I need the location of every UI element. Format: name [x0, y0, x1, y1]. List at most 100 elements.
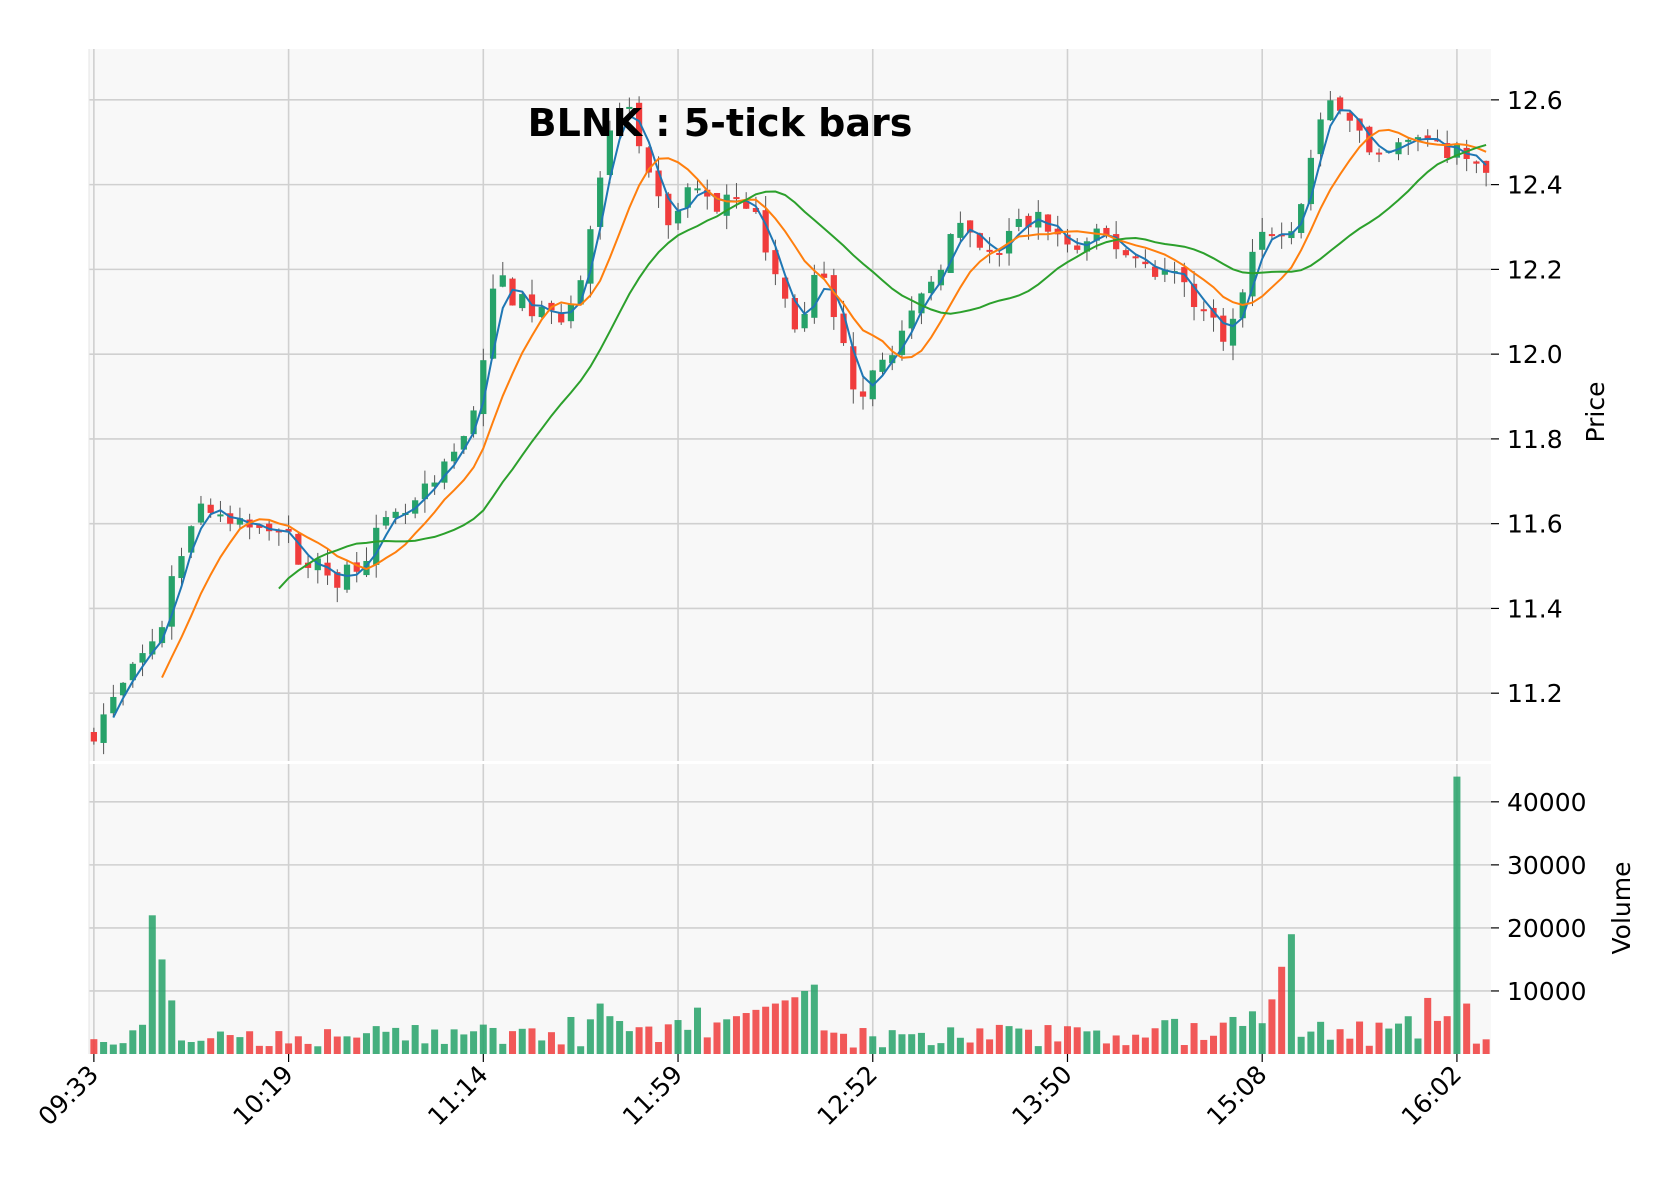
candle-body: [674, 210, 682, 224]
candle-body: [1336, 97, 1344, 111]
candle-body: [324, 562, 331, 576]
volume-bar: [177, 1040, 185, 1054]
candle-body: [1268, 234, 1276, 237]
volume-bar: [518, 1028, 526, 1054]
volume-bar: [577, 1046, 585, 1054]
volume-bar: [226, 1035, 234, 1054]
candle-body: [898, 330, 906, 356]
candle-body: [1453, 143, 1461, 158]
candle-body: [149, 641, 156, 655]
candle-body: [450, 451, 458, 462]
price-tick-label: 11.4: [1507, 594, 1563, 623]
candle-body: [791, 297, 798, 330]
candle-body: [713, 192, 721, 212]
grid: [89, 49, 1491, 1054]
volume-bar: [285, 1043, 293, 1054]
candle-body: [772, 250, 779, 275]
candle-body: [1356, 118, 1363, 131]
volume-bar: [1210, 1035, 1218, 1054]
candle-body: [1375, 152, 1383, 155]
volume-bar: [1093, 1030, 1101, 1054]
volume-bar: [1063, 1026, 1071, 1054]
volume-bar: [732, 1016, 740, 1054]
volume-bar: [1433, 1020, 1441, 1054]
candle-body: [295, 533, 302, 565]
candle-body: [733, 197, 740, 200]
volume-bar: [1054, 1041, 1062, 1054]
volume-bar: [343, 1036, 351, 1054]
candle-body: [587, 229, 594, 284]
volume-bar: [547, 1032, 555, 1054]
volume-bar: [304, 1043, 312, 1054]
candle-body: [782, 277, 789, 299]
volume-bar: [1404, 1016, 1412, 1054]
candle-body: [441, 461, 448, 483]
volume-bar: [382, 1031, 390, 1054]
volume-bar: [294, 1036, 302, 1054]
candle-body: [723, 194, 730, 216]
candle-body: [100, 714, 107, 743]
candle-body: [421, 483, 429, 500]
candle-body: [217, 514, 224, 517]
volume-bar: [1356, 1021, 1364, 1054]
volume-bar: [470, 1031, 478, 1054]
candle-body: [1074, 245, 1081, 250]
volume-bar: [528, 1028, 536, 1054]
volume-bar: [450, 1029, 458, 1054]
price-tick-label: 12.4: [1507, 171, 1563, 200]
candle-body: [811, 274, 818, 318]
volume-bar: [421, 1043, 429, 1054]
candle-body: [694, 188, 701, 191]
volume-bar: [324, 1029, 332, 1054]
candle-body: [879, 359, 886, 372]
candle-body: [1103, 227, 1110, 236]
volume-bar: [1395, 1023, 1403, 1054]
volume-bar: [440, 1043, 448, 1054]
volume-bar: [119, 1043, 127, 1054]
volume-bar: [372, 1026, 380, 1054]
moving-average-line: [161, 128, 1487, 679]
candle-body: [1161, 269, 1168, 275]
candle-body: [256, 524, 263, 528]
volume-bar: [362, 1033, 370, 1054]
volume-bar: [1472, 1043, 1480, 1054]
candle-body: [392, 511, 399, 518]
volume-bar: [246, 1031, 254, 1054]
candle-body: [684, 187, 691, 208]
candle-body: [227, 513, 234, 524]
volume-bar: [995, 1024, 1003, 1054]
volume-bar: [509, 1031, 517, 1054]
volume-bar: [100, 1042, 108, 1054]
candle-body: [840, 313, 847, 344]
volume-bar: [966, 1042, 974, 1054]
volume-tick-label: 10000: [1507, 977, 1587, 1006]
volume-bar: [859, 1028, 867, 1054]
moving-averages: [112, 109, 1487, 719]
volume-bar: [1365, 1045, 1373, 1054]
volume-bar: [1180, 1045, 1188, 1054]
volume-bar: [762, 1006, 770, 1054]
volume-bar: [1424, 997, 1432, 1054]
candle-body: [412, 500, 419, 514]
volume-bar: [1287, 934, 1295, 1054]
volume-bar: [703, 1037, 711, 1054]
volume-bar: [139, 1024, 147, 1054]
volume-bar: [460, 1034, 468, 1054]
price-tick-label: 11.2: [1507, 679, 1563, 708]
volume-bar: [625, 1031, 633, 1054]
volume-bar: [216, 1031, 224, 1054]
candle-body: [266, 523, 273, 532]
moving-average-line: [278, 143, 1487, 590]
candle-body: [197, 503, 205, 523]
volume-bar: [917, 1032, 925, 1054]
candle-body: [986, 249, 993, 252]
candle-body: [110, 696, 117, 714]
candle-body: [489, 288, 497, 359]
candle-body: [577, 280, 584, 305]
candle-body: [499, 275, 506, 287]
volume-bar: [1453, 776, 1461, 1054]
volume-bar: [538, 1040, 546, 1054]
volume-bar: [148, 915, 156, 1054]
candle-body: [918, 293, 925, 314]
candle-body: [139, 653, 146, 663]
